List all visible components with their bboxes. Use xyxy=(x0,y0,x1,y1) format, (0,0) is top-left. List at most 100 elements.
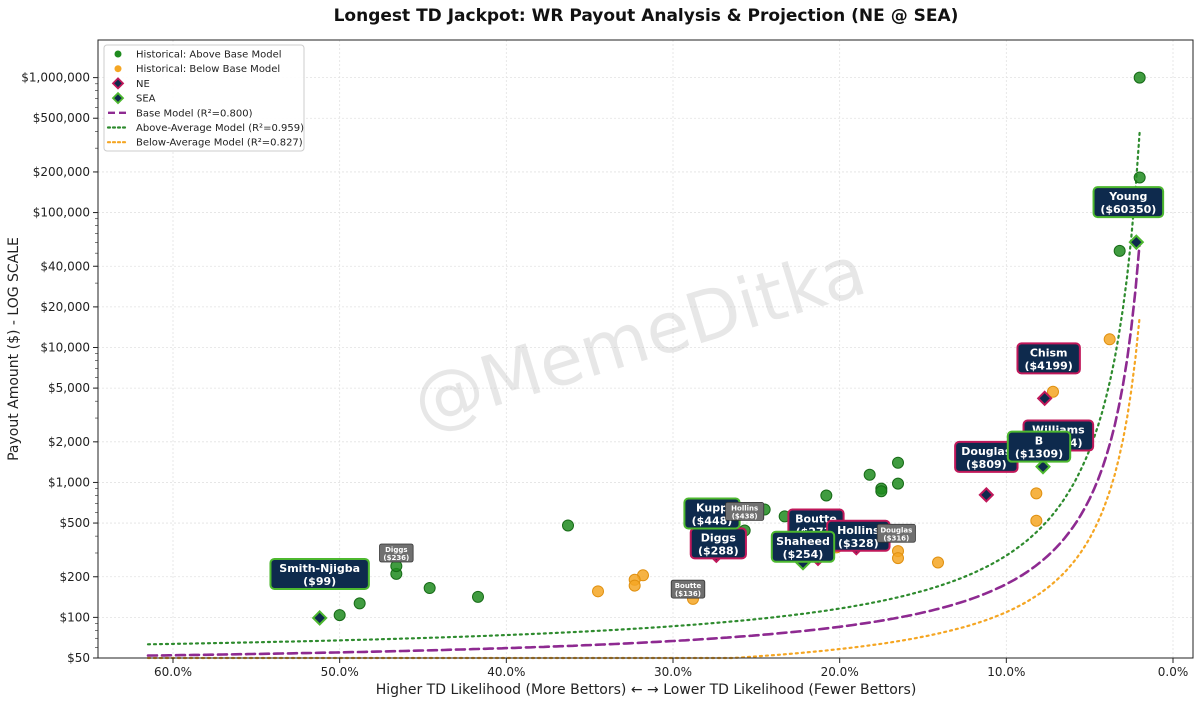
label-value: ($809) xyxy=(966,458,1007,471)
ne-label: Douglas($809) xyxy=(954,440,1019,473)
small-label-value: ($236) xyxy=(383,554,409,562)
above-point xyxy=(562,519,574,532)
below-point xyxy=(892,552,904,565)
below-point xyxy=(592,585,604,598)
above-point xyxy=(892,456,904,469)
y-tick-label: $10,000 xyxy=(40,340,90,354)
legend-marker xyxy=(111,91,125,105)
y-tick-label: $5,000 xyxy=(48,381,90,395)
label-box xyxy=(1006,430,1072,463)
small-label: Douglas($316) xyxy=(876,523,916,543)
ne-label: Hollins($328) xyxy=(826,519,891,552)
plot-frame xyxy=(97,39,1194,659)
x-tick-label: 50.0% xyxy=(321,665,359,679)
x-axis-label: Higher TD Likelihood (More Bettors) ← → … xyxy=(376,682,917,698)
legend: Historical: Above Base Model Historical: … xyxy=(103,44,305,152)
small-label-name: Diggs xyxy=(385,546,407,554)
small-label-name: Hollins xyxy=(731,504,758,512)
ne-label: Diggs($288) xyxy=(689,527,747,560)
sea-point xyxy=(1035,458,1051,475)
y-axis-label: Payout Amount ($) - LOG SCALE xyxy=(6,237,22,461)
ne-point xyxy=(978,486,995,503)
label-name: Kupp xyxy=(696,501,728,514)
above-point xyxy=(820,489,833,502)
below-point xyxy=(1030,487,1043,500)
small-label: Diggs($236) xyxy=(379,543,414,563)
label-name: Young xyxy=(1108,190,1147,203)
small-label-box xyxy=(379,543,414,563)
axes: 60.0% 50.0% 40.0% 30.0% 20.0% 10.0% 0.0% $50 $10… xyxy=(21,71,1188,679)
x-tick-label: 30.0% xyxy=(654,665,692,679)
ne-point xyxy=(1036,390,1053,407)
y-tick-label: $20,000 xyxy=(40,300,90,314)
y-tick-label: $1,000 xyxy=(48,475,90,489)
above-point xyxy=(1133,71,1146,84)
above-point xyxy=(875,485,888,498)
above-point xyxy=(892,477,904,490)
y-tick-label: $200 xyxy=(59,570,90,584)
small-label-value: ($316) xyxy=(883,534,909,542)
legend-label: SEA xyxy=(136,94,156,105)
legend-marker xyxy=(111,77,125,90)
label-name: Douglas xyxy=(961,445,1012,458)
label-box xyxy=(770,530,836,563)
y-tick-label: $2,000 xyxy=(48,435,90,449)
x-tick-label: 10.0% xyxy=(987,665,1025,679)
label-box xyxy=(1092,186,1165,219)
above-point xyxy=(863,468,876,481)
label-value: ($1309) xyxy=(1015,448,1063,461)
small-label-box xyxy=(876,523,916,543)
legend-label: Historical: Above Base Model xyxy=(136,50,282,61)
label-name: Smith-Njigba xyxy=(279,562,360,575)
below-point xyxy=(1103,333,1116,346)
y-tick-label: $100,000 xyxy=(33,206,90,220)
legend-label: Above-Average Model (R²=0.959) xyxy=(136,123,304,134)
model-curve xyxy=(146,315,1141,660)
y-tick-label: $1,000,000 xyxy=(21,71,90,85)
y-tick-label: $200,000 xyxy=(33,165,90,179)
ne-label: Chism($4199) xyxy=(1016,342,1081,375)
chart-title: Longest TD Jackpot: WR Payout Analysis &… xyxy=(334,6,959,26)
label-name: Diggs xyxy=(701,531,737,544)
label-value: ($448) xyxy=(692,514,733,527)
above-point xyxy=(1113,244,1126,257)
sea-label: Shaheed($254) xyxy=(770,530,836,563)
model-curve xyxy=(146,241,1141,657)
small-label: Boutte($136) xyxy=(670,579,706,599)
above-point xyxy=(423,582,436,595)
label-name: B xyxy=(1035,435,1043,448)
label-name: Boutte xyxy=(795,513,837,526)
below-point xyxy=(932,556,944,569)
legend-box xyxy=(103,44,305,152)
label-box xyxy=(269,557,370,590)
small-label-name: Douglas xyxy=(880,526,912,534)
model-curves xyxy=(146,130,1141,660)
legend-marker xyxy=(114,50,122,58)
label-value: ($60350) xyxy=(1100,203,1156,216)
model-curve xyxy=(146,130,1141,646)
legend-label: Historical: Below Base Model xyxy=(136,64,280,75)
legend-marker xyxy=(114,65,122,73)
small-label-box xyxy=(670,579,706,599)
legend-label: Base Model (R²=0.800) xyxy=(136,108,253,119)
label-name: Chism xyxy=(1030,346,1068,359)
label-value: ($4199) xyxy=(1025,359,1073,372)
below-point xyxy=(1047,385,1059,398)
label-name: Hollins xyxy=(837,524,880,537)
x-tick-label: 40.0% xyxy=(487,665,525,679)
point-labels: Chism($4199)Douglas($809)Williams($1694)… xyxy=(269,186,1165,599)
label-box xyxy=(1016,342,1081,375)
label-value: ($99) xyxy=(303,575,336,588)
above-point xyxy=(333,609,346,622)
y-tick-label: $100 xyxy=(59,610,90,624)
label-name: Shaheed xyxy=(776,535,830,548)
small-label-box xyxy=(725,502,765,521)
small-label-value: ($136) xyxy=(675,590,701,598)
sea-label: Young($60350) xyxy=(1092,186,1165,219)
sea-label: B($1309) xyxy=(1006,430,1072,463)
y-tick-label: $500 xyxy=(59,516,90,530)
above-point xyxy=(1133,171,1146,184)
above-point xyxy=(472,590,484,603)
y-tick-label: $500,000 xyxy=(33,111,90,125)
